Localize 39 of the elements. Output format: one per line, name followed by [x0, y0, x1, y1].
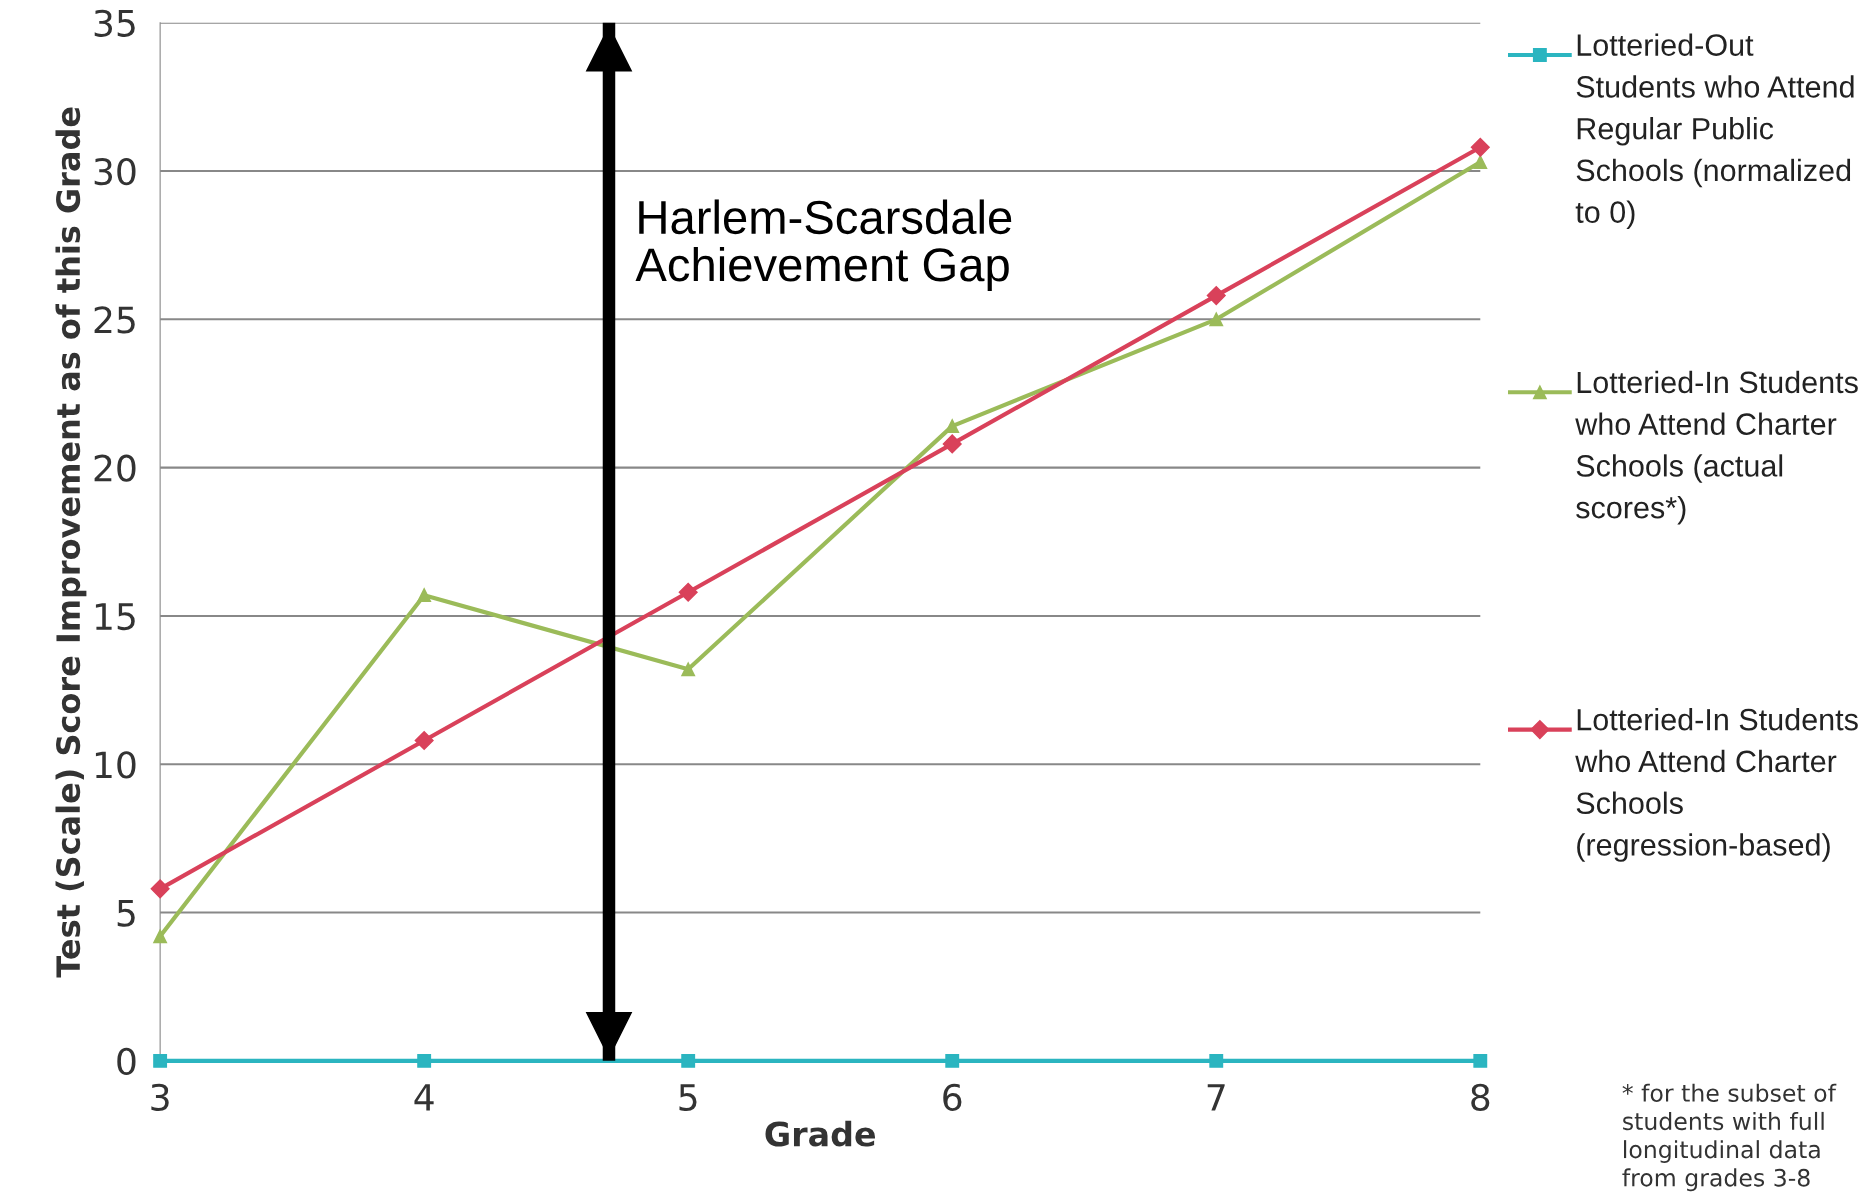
point — [942, 434, 962, 454]
y-tick-label: 5 — [117, 899, 135, 927]
legend-label: Lotteried-In Students who Attend Charter Schools (actual scores*) — [1575, 370, 1858, 525]
x-tick-label: 3 — [151, 1083, 169, 1112]
x-tick-label: 8 — [1471, 1083, 1490, 1112]
y-tick-label: 35 — [94, 9, 135, 37]
point — [153, 929, 168, 944]
point — [150, 879, 170, 899]
point — [945, 1053, 960, 1068]
point — [1470, 137, 1490, 157]
x-tick-label: 4 — [414, 1084, 434, 1111]
x-tick-label: 7 — [1207, 1084, 1225, 1111]
point — [681, 1053, 696, 1068]
point — [681, 662, 696, 677]
point — [1206, 286, 1226, 306]
point — [153, 1053, 168, 1068]
text: * for the subset of students with full longitudinal data from grades 3-8 — [1622, 1083, 1837, 1192]
point — [1473, 1053, 1488, 1068]
ref-line-label: Harlem-Scarsdale Achievement Gap — [635, 199, 1012, 291]
point — [414, 730, 434, 751]
y-tick-label: 20 — [94, 454, 136, 482]
point — [417, 1053, 432, 1068]
y-tick-label: 0 — [117, 1047, 136, 1076]
y-tick-label: 30 — [94, 157, 136, 186]
point — [945, 419, 960, 434]
x-tick-label: 5 — [679, 1084, 697, 1112]
y-axis-title: Test (Scale) Score Improvement as of this Grade — [55, 107, 87, 978]
legend-label: Lotteried-Out Students who Attend Regular Public Schools (normalized to 0) — [1575, 33, 1854, 230]
y-tick-label: 15 — [95, 603, 135, 631]
point — [417, 588, 432, 603]
point — [1209, 312, 1224, 327]
y-tick-label: 10 — [95, 751, 136, 779]
y-tick-label: 25 — [94, 306, 135, 334]
point — [1473, 155, 1488, 170]
point — [678, 582, 698, 602]
point — [1209, 1053, 1224, 1068]
legend-label: Lotteried-In Students who Attend Charter Schools (regression-based) — [1575, 708, 1858, 862]
x-axis-title: Grade — [765, 1120, 875, 1147]
x-tick-label: 6 — [943, 1083, 962, 1112]
